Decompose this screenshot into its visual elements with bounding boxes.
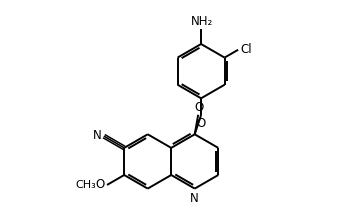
Text: N: N: [190, 192, 199, 205]
Text: N: N: [93, 129, 102, 142]
Text: Cl: Cl: [240, 43, 252, 56]
Text: O: O: [195, 101, 204, 114]
Text: CH₃: CH₃: [76, 181, 96, 191]
Text: NH₂: NH₂: [191, 15, 213, 28]
Text: O: O: [96, 179, 105, 191]
Text: O: O: [196, 117, 206, 130]
